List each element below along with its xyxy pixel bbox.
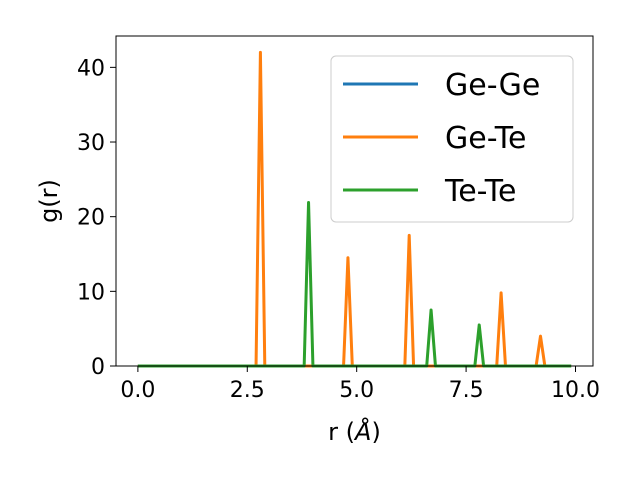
legend-label: Ge-Te [445,121,526,156]
ticks-layer: 0.0 2.5 5.0 7.5 10.0 0 10 20 30 40 [77,56,600,403]
x-tick-label: 5.0 [339,378,374,403]
legend-box [330,55,574,223]
x-tick-label: 10.0 [551,378,600,403]
y-tick-label: 20 [77,206,105,231]
x-tick-label: 0.0 [120,378,155,403]
x-axis-label: r (Å) [328,417,381,446]
legend-label: Ge-Ge [445,68,540,103]
y-tick-label: 40 [77,56,105,81]
y-tick-label: 10 [77,280,105,305]
x-tick-label: 7.5 [449,378,484,403]
y-tick-label: 30 [77,131,105,156]
series-line-te-te [137,200,572,368]
x-tick-label: 2.5 [230,378,265,403]
legend-label: Te-Te [444,174,516,209]
y-axis-label: g(r) [35,179,63,223]
plot-frame [115,35,594,367]
series-line-ge-te [137,50,572,368]
legend: Ge-Ge Ge-Te Te-Te [330,55,574,223]
y-tick-label: 0 [91,355,105,380]
